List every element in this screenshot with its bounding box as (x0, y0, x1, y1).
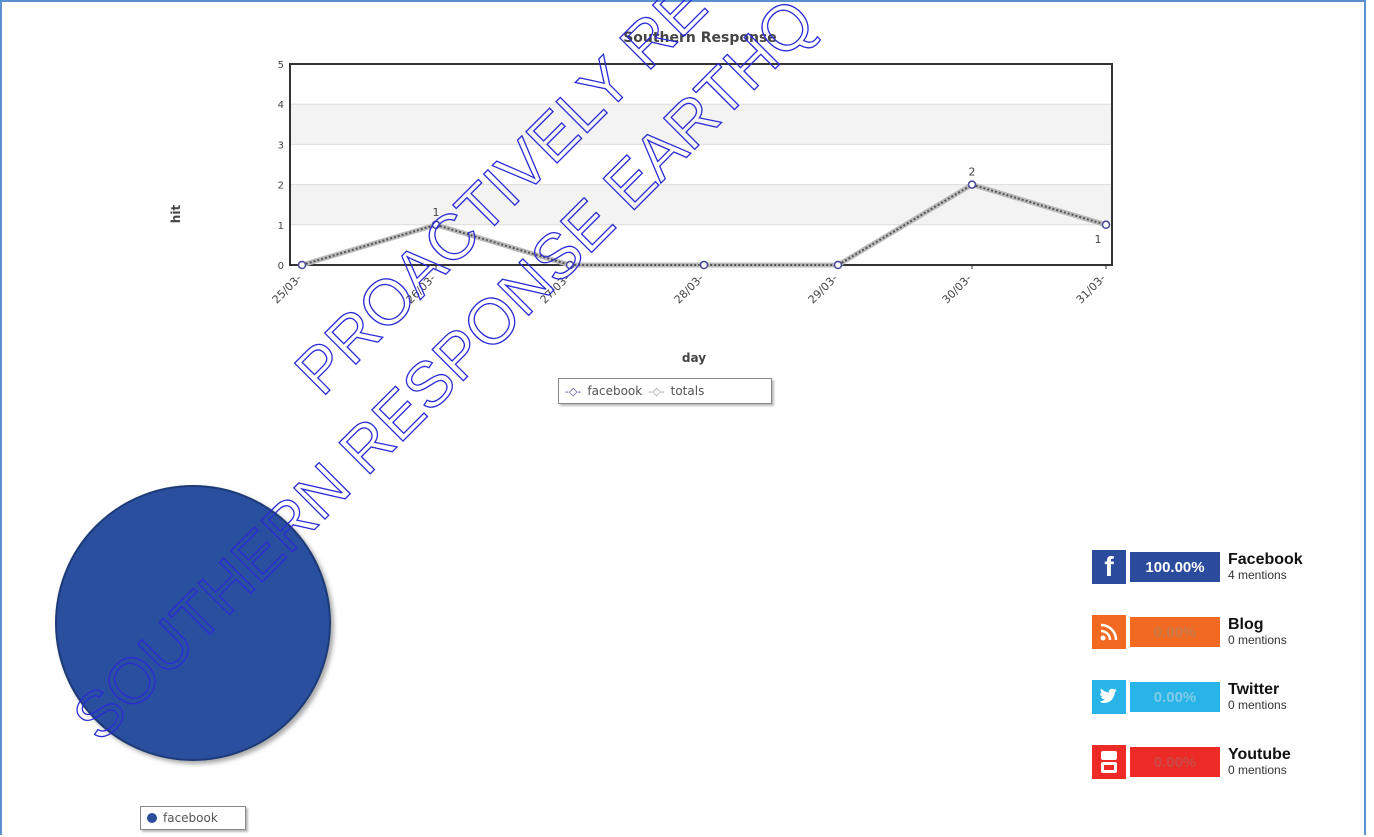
y-tick-label: 2 (278, 181, 284, 192)
data-label: 1 (1095, 233, 1102, 246)
line-chart: Southern Response 0 1 2 3 4 5 25/03- 26/03- 27/0… (169, 30, 1113, 365)
legend-pie-facebook[interactable]: facebook (163, 811, 218, 825)
data-point-facebook (699, 260, 709, 270)
grid-band (290, 104, 1112, 145)
blog-percent-bar: 0.00% (1130, 617, 1220, 647)
y-tick-label: 5 (278, 60, 284, 71)
twitter-name: Twitter (1228, 681, 1280, 699)
data-point-facebook (1101, 220, 1111, 230)
totals-series-marker-icon: -◇- (648, 384, 665, 398)
social-row-facebook: f 100.00% Facebook 4 mentions (1092, 549, 1372, 585)
y-tick-label: 4 (278, 100, 284, 111)
pie-chart (55, 485, 331, 761)
line-chart-legend[interactable]: -◇- facebook -◇- totals (558, 378, 772, 404)
data-point-facebook (833, 260, 843, 270)
blog-percent: 0.00% (1153, 623, 1197, 641)
youtube-percent: 0.00% (1153, 753, 1197, 771)
x-tick-label: 26/03- (404, 272, 438, 306)
twitter-mentions: 0 mentions (1228, 698, 1287, 713)
data-point-facebook (967, 180, 977, 189)
youtube-mentions: 0 mentions (1228, 763, 1287, 778)
y-axis-label: hit (169, 205, 183, 224)
blog-name: Blog (1228, 616, 1264, 634)
data-point-facebook (297, 260, 307, 270)
facebook-name: Facebook (1228, 551, 1303, 569)
twitter-percent: 0.00% (1153, 688, 1197, 706)
facebook-pie-marker-icon (147, 813, 157, 823)
x-tick-label: 31/03- (1074, 272, 1108, 306)
facebook-percent: 100.00% (1145, 558, 1205, 576)
x-tick-label: 30/03- (940, 272, 974, 306)
pie-chart-legend[interactable]: facebook (140, 806, 246, 830)
twitter-bird-icon (1092, 680, 1126, 714)
chart-title: Southern Response (623, 30, 777, 46)
x-axis-label: day (682, 351, 706, 365)
social-row-youtube: 0.00% Youtube 0 mentions (1092, 744, 1372, 780)
grid-band (290, 184, 1112, 225)
data-label: 2 (969, 166, 976, 179)
rss-icon (1092, 615, 1126, 649)
data-point-facebook (431, 220, 441, 230)
y-tick-label: 3 (278, 140, 284, 151)
facebook-mentions: 4 mentions (1228, 568, 1287, 583)
y-tick-label: 1 (278, 221, 284, 232)
plot-area: 0 1 2 3 4 5 25/03- 26/03- 27/03- 28/03- 29/03- 30/0… (270, 60, 1113, 306)
legend-facebook[interactable]: facebook (587, 384, 643, 398)
data-label: 1 (433, 206, 440, 219)
youtube-name: Youtube (1228, 746, 1291, 764)
facebook-percent-bar: 100.00% (1130, 552, 1220, 582)
youtube-percent-bar: 0.00% (1130, 747, 1220, 777)
twitter-percent-bar: 0.00% (1130, 682, 1220, 712)
x-tick-label: 28/03- (672, 272, 706, 306)
plot-border (289, 63, 1113, 266)
x-tick-label: 25/03- (270, 272, 304, 306)
youtube-icon (1092, 745, 1126, 779)
social-row-twitter: 0.00% Twitter 0 mentions (1092, 679, 1372, 715)
x-tick-label: 29/03- (806, 272, 840, 306)
facebook-series-marker-icon: -◇- (565, 384, 582, 398)
pie-slice-facebook[interactable] (55, 485, 331, 761)
legend-totals[interactable]: totals (670, 384, 705, 398)
data-point-facebook (565, 260, 575, 270)
blog-mentions: 0 mentions (1228, 633, 1287, 648)
y-tick-label: 0 (278, 261, 284, 272)
facebook-icon: f (1092, 550, 1126, 584)
social-row-blog: 0.00% Blog 0 mentions (1092, 614, 1372, 650)
x-tick-label: 27/03- (538, 272, 572, 306)
